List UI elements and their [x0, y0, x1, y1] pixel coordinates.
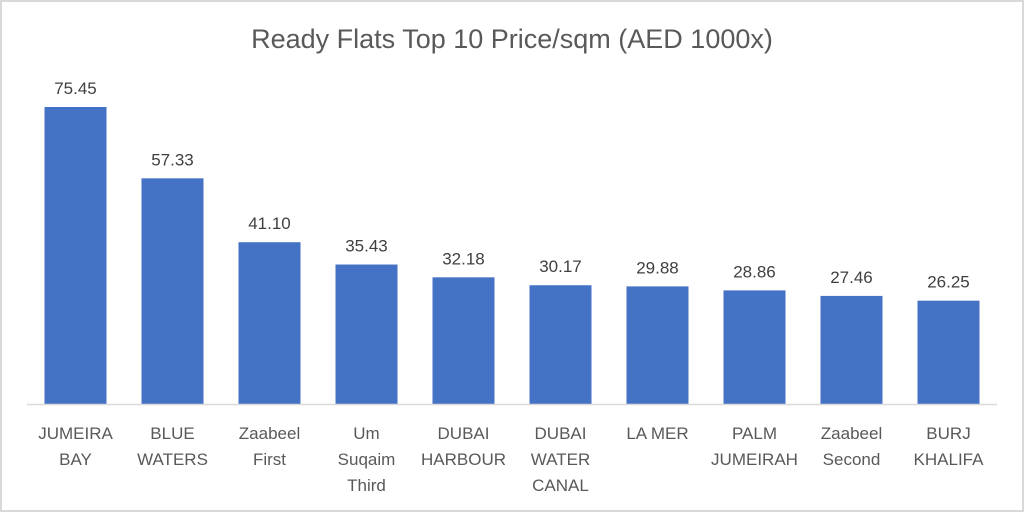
- data-label: 27.46: [830, 268, 873, 287]
- data-label: 26.25: [927, 273, 970, 292]
- category-label: DUBAI: [535, 424, 587, 443]
- category-label: DUBAI: [438, 424, 490, 443]
- bar: [529, 285, 592, 404]
- bar: [723, 290, 786, 404]
- bar: [917, 300, 980, 404]
- category-label: HARBOUR: [421, 450, 506, 469]
- category-label: JUMEIRA: [38, 424, 113, 443]
- category-label: KHALIFA: [914, 450, 985, 469]
- category-label: Zaabeel: [821, 424, 882, 443]
- chart-title: Ready Flats Top 10 Price/sqm (AED 1000x): [251, 24, 773, 54]
- category-label: First: [253, 450, 286, 469]
- category-label: Um: [353, 424, 379, 443]
- bar: [820, 295, 883, 404]
- data-label: 32.18: [442, 249, 485, 268]
- category-label: WATER: [531, 450, 591, 469]
- category-label: BAY: [59, 450, 92, 469]
- bar: [432, 277, 495, 404]
- data-label: 75.45: [54, 79, 97, 98]
- bar: [626, 286, 689, 404]
- data-label: 28.86: [733, 262, 776, 281]
- category-label: BURJ: [926, 424, 970, 443]
- data-label: 35.43: [345, 237, 388, 256]
- bar: [335, 264, 398, 404]
- bar: [141, 178, 204, 404]
- data-label: 30.17: [539, 257, 582, 276]
- category-label: LA MER: [626, 424, 688, 443]
- category-label: PALM: [732, 424, 777, 443]
- category-label: Third: [347, 476, 386, 495]
- category-label: CANAL: [532, 476, 589, 495]
- category-label: Zaabeel: [239, 424, 300, 443]
- data-label: 41.10: [248, 214, 291, 233]
- category-label: BLUE: [150, 424, 194, 443]
- bar: [44, 107, 107, 404]
- category-label: Second: [823, 450, 881, 469]
- category-label: Suqaim: [338, 450, 396, 469]
- data-label: 57.33: [151, 150, 194, 169]
- category-label: JUMEIRAH: [711, 450, 798, 469]
- data-label: 29.88: [636, 258, 679, 277]
- bar: [238, 242, 301, 404]
- category-label: WATERS: [137, 450, 208, 469]
